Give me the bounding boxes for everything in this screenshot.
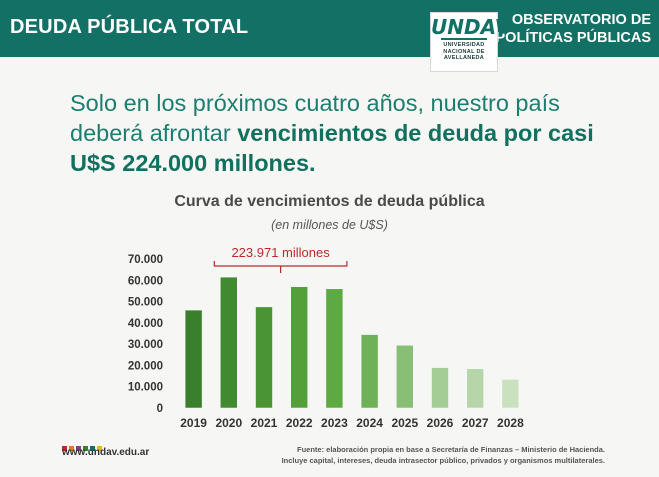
bar-2019 [184, 309, 203, 409]
logo-mark: UNDAV [431, 15, 511, 39]
source-line-2: Incluye capital, intereses, deuda intras… [281, 456, 605, 465]
observatorio-label: OBSERVATORIO DE POLÍTICAS PÚBLICAS [496, 11, 651, 47]
x-tick-label: 2020 [215, 416, 242, 430]
headline-strong: vencimientos de deuda por casi U$S 224.0… [70, 120, 594, 176]
y-tick-label: 40.000 [128, 318, 163, 330]
header-bar: DEUDA PÚBLICA TOTAL OBSERVATORIO DE POLÍ… [0, 0, 659, 57]
x-tick-label: 2019 [180, 416, 207, 430]
bar-2028 [501, 379, 520, 409]
footer-url[interactable]: www.undav.edu.ar [62, 447, 150, 458]
brand-dot [83, 446, 88, 451]
x-tick-label: 2028 [497, 416, 524, 430]
observatorio-line-1: OBSERVATORIO DE [511, 12, 651, 28]
headline: Solo en los próximos cuatro años, nuestr… [70, 88, 610, 178]
headline-regular: Solo en los próximos cuatro años, nuestr… [70, 90, 560, 146]
annotation-bracket [213, 261, 348, 267]
x-tick-label: 2025 [391, 416, 418, 430]
x-tick-label: 2021 [251, 416, 278, 430]
bar-2023 [325, 288, 344, 409]
brand-dot [69, 446, 74, 451]
y-tick-label: 0 [157, 403, 163, 415]
x-tick-label: 2024 [356, 416, 383, 430]
observatorio-line-2: POLÍTICAS PÚBLICAS [495, 30, 651, 46]
bar-2021 [255, 306, 273, 409]
bar-2020 [220, 276, 238, 409]
bar-2025 [396, 344, 414, 409]
brand-dot [76, 446, 81, 451]
logo-divider [441, 38, 487, 40]
y-tick-label: 60.000 [128, 275, 163, 287]
chart-title: Curva de vencimientos de deuda pública [174, 193, 485, 210]
bar-2026 [431, 367, 449, 409]
x-tick-label: 2023 [321, 416, 348, 430]
source-line-1: Fuente: elaboración propia en base a Sec… [296, 445, 605, 454]
debt-maturity-chart: 0 10.000 20.000 30.000 40.000 50.000 60.000 70.… [128, 245, 524, 430]
bar-2022 [290, 286, 308, 409]
y-tick-label: 20.000 [128, 360, 163, 372]
y-tick-label: 30.000 [128, 339, 163, 351]
bar-2024 [360, 334, 379, 409]
header-title: DEUDA PÚBLICA TOTAL [10, 16, 249, 38]
undav-logo[interactable]: UNDAV UNIVERSIDAD NACIONAL DE AVELLANEDA [430, 12, 511, 72]
brand-dot [90, 446, 95, 451]
y-tick-label: 50.000 [128, 297, 163, 309]
brand-dots [62, 438, 104, 456]
logo-line-3: AVELLANEDA [443, 55, 485, 61]
logo-line-1: UNIVERSIDAD [443, 42, 485, 48]
x-tick-label: 2026 [427, 416, 454, 430]
bar-2027 [466, 368, 484, 409]
x-tick-label: 2027 [462, 416, 489, 430]
annotation-label: 223.971 millones [231, 245, 330, 260]
footer-source: Fuente: elaboración propia en base a Sec… [265, 444, 605, 466]
brand-dot [62, 446, 67, 451]
logo-line-2: NACIONAL DE [443, 48, 485, 55]
brand-dot [97, 446, 102, 451]
x-tick-label: 2022 [286, 416, 313, 430]
chart-subtitle: (en millones de U$S) [271, 218, 388, 232]
y-tick-label: 10.000 [128, 382, 163, 394]
y-tick-label: 70.000 [128, 254, 163, 266]
